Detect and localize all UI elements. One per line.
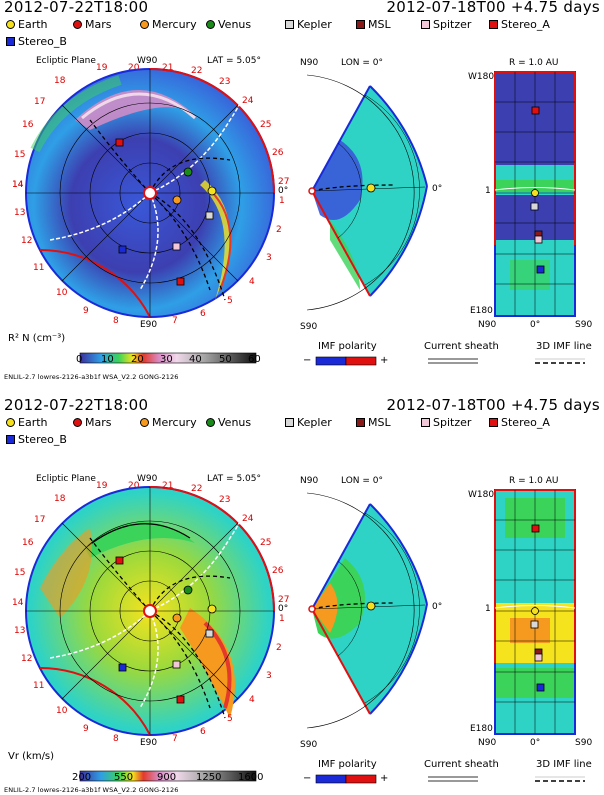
ecliptic-bottom: E90 <box>140 320 158 330</box>
legend-mercury: Mercury <box>140 18 197 31</box>
spitzer-marker-icon <box>421 20 430 29</box>
map-mid-left: 1 <box>485 186 491 196</box>
meridional-lon: LON = 0° <box>341 58 383 68</box>
ecliptic-plane <box>25 68 275 318</box>
r1au-map <box>494 489 576 735</box>
colorbar <box>79 352 257 364</box>
stereo-b-marker-icon <box>6 435 15 444</box>
legend-msl: MSL <box>356 18 391 31</box>
mercury-dot <box>172 195 182 205</box>
msl-marker-icon <box>356 20 365 29</box>
legend-mars: Mars <box>73 18 112 31</box>
kepler-marker-icon <box>285 418 294 427</box>
meridional-right: 0° <box>432 184 443 194</box>
density-panel: 2012-07-22T18:00 2012-07-18T00 +4.75 day… <box>0 0 604 397</box>
panel-title-right: 2012-07-18T00 +4.75 days <box>386 0 600 16</box>
stereo-a-marker-icon <box>489 418 498 427</box>
legend-spitzer: Spitzer <box>421 18 471 31</box>
ecliptic-lat: LAT = 5.05° <box>207 56 261 66</box>
ecliptic-top: W90 <box>137 56 158 66</box>
stereo-a-dot <box>176 277 185 286</box>
velocity-plots <box>25 486 585 784</box>
venus-marker-icon <box>206 20 215 29</box>
sun-icon <box>143 604 157 618</box>
ecliptic-left: 14 <box>12 180 24 190</box>
msl-marker-icon <box>356 418 365 427</box>
colorbar <box>79 770 257 782</box>
footer-text: ENLIL-2.7 lowres-2126-a3b1f WSA_V2.2 GON… <box>4 373 179 381</box>
map-title: R = 1.0 AU <box>509 58 559 68</box>
mars-marker-icon <box>73 20 82 29</box>
meridional-top: N90 <box>300 58 319 68</box>
panel-title-right: 2012-07-18T00 +4.75 days <box>386 396 600 414</box>
mars-marker-icon <box>73 418 82 427</box>
earth-marker-icon <box>6 418 15 427</box>
panel-title-left: 2012-07-22T18:00 <box>4 0 149 16</box>
venus-marker-icon <box>206 418 215 427</box>
spitzer-dot <box>172 242 181 251</box>
ecliptic-label: Ecliptic Plane <box>36 56 96 66</box>
ecliptic-right: 0° <box>278 186 289 196</box>
colorbar-label: Vr (km/s) <box>8 751 55 762</box>
meridional-wedge <box>306 74 428 311</box>
density-plots <box>25 68 585 366</box>
velocity-panel: 2012-07-22T18:00 2012-07-18T00 +4.75 day… <box>0 396 604 795</box>
legend-earth: Earth <box>6 18 48 31</box>
spitzer-marker-icon <box>421 418 430 427</box>
mars-dot <box>115 138 124 147</box>
legend-kepler: Kepler <box>285 18 332 31</box>
venus-dot <box>183 167 193 177</box>
legend-stereo-b: Stereo_B <box>6 35 67 48</box>
mercury-marker-icon <box>140 20 149 29</box>
panel-title-left: 2012-07-22T18:00 <box>4 396 149 414</box>
map-bottom-left: E180 <box>470 306 493 316</box>
stereo-a-marker-icon <box>489 20 498 29</box>
earth-marker-icon <box>6 20 15 29</box>
imf-label: IMF polarity <box>318 341 377 352</box>
r1au-map <box>494 71 576 317</box>
mercury-marker-icon <box>140 418 149 427</box>
legend-stereo-a: Stereo_A <box>489 18 550 31</box>
sun-icon <box>143 186 157 200</box>
kepler-marker-icon <box>285 20 294 29</box>
map-top-left: W180 <box>468 72 495 82</box>
meridional-bottom: S90 <box>300 322 318 332</box>
legend-venus: Venus <box>206 18 251 31</box>
meridional-wedge <box>306 492 428 729</box>
stereo-b-marker-icon <box>6 37 15 46</box>
earth-dot <box>207 186 217 196</box>
ecliptic-plane <box>25 486 275 736</box>
colorbar-label: R² N (cm⁻³) <box>8 333 66 344</box>
stereo-b-dot <box>118 245 127 254</box>
kepler-dot <box>205 211 214 220</box>
